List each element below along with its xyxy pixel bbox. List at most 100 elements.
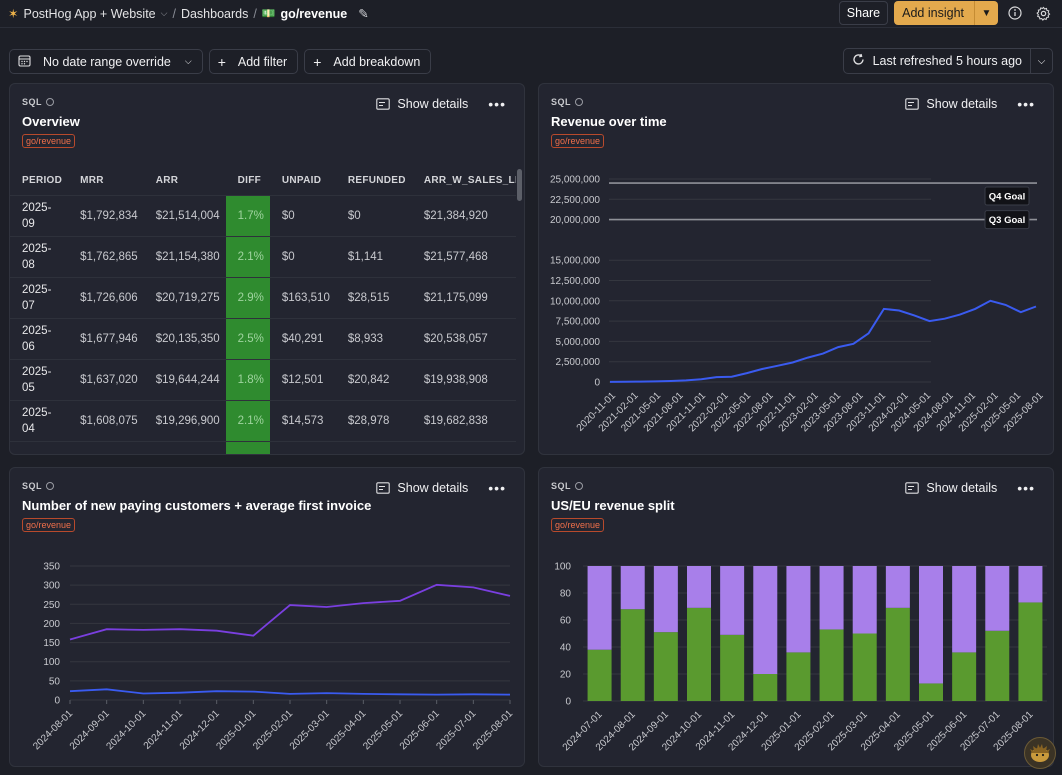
column-header[interactable]: REFUNDED bbox=[347, 174, 406, 186]
breadcrumb-project[interactable]: PostHog App + Website bbox=[23, 6, 156, 21]
y-tick-label: 20 bbox=[560, 670, 572, 681]
dashboard-tag[interactable]: go/revenue bbox=[22, 134, 76, 148]
table-cell: $1,762,865 bbox=[68, 235, 144, 277]
show-details-button[interactable]: Show details bbox=[905, 97, 997, 111]
y-tick-label: 10,000,000 bbox=[550, 296, 600, 307]
column-header[interactable]: UNPAID bbox=[281, 174, 322, 186]
bar-segment-green bbox=[653, 632, 678, 701]
split-bar-chart[interactable]: 1008060402002024-07-012024-08-012024-09-… bbox=[539, 548, 1054, 767]
card-title[interactable]: US/EU revenue split bbox=[551, 498, 675, 513]
customers-line-chart[interactable]: 3503002502001501005002024-08-012024-09-0… bbox=[10, 548, 525, 767]
series-line-2 bbox=[69, 688, 511, 696]
add-filter-button[interactable]: + Add filter bbox=[208, 49, 299, 74]
details-icon bbox=[905, 482, 920, 494]
filter-bar: No date range override ⌵ + Add filter + … bbox=[9, 49, 432, 74]
column-header[interactable]: MRR bbox=[80, 174, 104, 186]
goal-label: Q4 Goal bbox=[989, 192, 1025, 203]
table-row[interactable]: 2025-05 $1,637,020 $19,644,244 1.8% $12,501 $… bbox=[10, 358, 516, 400]
bar-segment-purple bbox=[885, 566, 910, 608]
more-icon[interactable]: ••• bbox=[1017, 480, 1035, 496]
details-icon bbox=[905, 98, 920, 110]
table-row[interactable]: 2025- bbox=[10, 440, 516, 454]
bar-segment-purple bbox=[919, 566, 943, 684]
y-tick-label: 0 bbox=[594, 378, 600, 389]
table-cell: $20,719,275 bbox=[143, 276, 226, 318]
chevron-down-icon[interactable]: ⌵ bbox=[160, 8, 168, 18]
sql-tag: SQL bbox=[551, 481, 1041, 491]
bar-segment-green bbox=[587, 649, 612, 701]
column-header[interactable]: ARR bbox=[155, 174, 179, 186]
card-title[interactable]: Overview bbox=[22, 114, 80, 129]
show-details-button[interactable]: Show details bbox=[376, 97, 468, 111]
breadcrumb-dashboards[interactable]: Dashboards bbox=[180, 6, 249, 21]
show-details-label: Show details bbox=[926, 481, 998, 495]
chevron-down-icon[interactable]: ⌵ bbox=[1030, 49, 1052, 73]
table-cell: 2025-08 bbox=[10, 235, 69, 277]
table-cell: 2025-04 bbox=[10, 399, 69, 441]
sql-tag: SQL bbox=[551, 97, 1041, 107]
chevron-down-icon[interactable]: ▼ bbox=[974, 1, 998, 25]
column-header[interactable]: ARR_W_SALES_LED bbox=[423, 174, 516, 186]
add-filter-label: Add filter bbox=[237, 54, 288, 69]
add-insight-label[interactable]: Add insight bbox=[902, 6, 964, 20]
add-breakdown-label: Add breakdown bbox=[333, 54, 421, 69]
sql-tag: SQL bbox=[22, 481, 512, 491]
bar-segment-purple bbox=[587, 566, 612, 650]
dashboard-tag[interactable]: go/revenue bbox=[551, 518, 605, 532]
plus-icon: + bbox=[217, 53, 226, 70]
edit-pencil-icon[interactable]: ✎ bbox=[358, 7, 369, 21]
table-cell: $20,538,057 bbox=[411, 317, 516, 359]
more-icon[interactable]: ••• bbox=[488, 96, 506, 112]
last-refreshed-label: Last refreshed 5 hours ago bbox=[872, 54, 1022, 68]
table-cell: $19,938,908 bbox=[411, 358, 516, 400]
show-details-button[interactable]: Show details bbox=[376, 481, 468, 495]
project-logo-icon: ✶ bbox=[8, 7, 19, 21]
table-cell: $19,644,244 bbox=[143, 358, 226, 400]
table-cell: $21,175,099 bbox=[411, 276, 516, 318]
help-hedgehog-icon[interactable] bbox=[1024, 737, 1056, 769]
card-title[interactable]: Revenue over time bbox=[551, 114, 667, 129]
add-insight-button[interactable]: Add insight ▼ bbox=[894, 1, 998, 25]
bar-segment-green bbox=[753, 674, 778, 701]
table-cell: $163,510 bbox=[269, 276, 336, 318]
table-cell bbox=[225, 440, 270, 454]
y-tick-label: 20,000,000 bbox=[550, 215, 600, 226]
table-scrollbar[interactable] bbox=[517, 169, 522, 201]
more-icon[interactable]: ••• bbox=[488, 480, 506, 496]
details-icon bbox=[376, 482, 391, 494]
bar-segment-green bbox=[852, 633, 877, 701]
show-details-button[interactable]: Show details bbox=[905, 481, 997, 495]
y-tick-label: 12,500,000 bbox=[550, 276, 600, 287]
column-header[interactable]: PERIOD bbox=[22, 174, 63, 186]
info-icon[interactable] bbox=[1004, 2, 1026, 24]
table-row[interactable]: 2025-07 $1,726,606 $20,719,275 2.9% $163,510… bbox=[10, 276, 516, 318]
dashboard-tag[interactable]: go/revenue bbox=[22, 518, 76, 532]
clock-icon bbox=[46, 482, 55, 490]
chevron-down-icon: ⌵ bbox=[184, 56, 192, 66]
top-bar: ✶ PostHog App + Website ⌵ / Dashboards /… bbox=[0, 0, 1062, 28]
table-row[interactable]: 2025-04 $1,608,075 $19,296,900 2.1% $14,573 $… bbox=[10, 399, 516, 441]
table-row[interactable]: 2025-06 $1,677,946 $20,135,350 2.5% $40,291 $… bbox=[10, 317, 516, 359]
bar-segment-purple bbox=[985, 566, 1010, 631]
more-icon[interactable]: ••• bbox=[1017, 96, 1035, 112]
share-button[interactable]: Share bbox=[838, 1, 889, 25]
column-header[interactable]: DIFF bbox=[237, 174, 262, 186]
refresh-button[interactable]: Last refreshed 5 hours ago ⌵ bbox=[842, 48, 1053, 74]
y-tick-label: 0 bbox=[54, 696, 60, 707]
table-cell: $0 bbox=[335, 194, 412, 236]
add-breakdown-button[interactable]: + Add breakdown bbox=[304, 49, 432, 74]
table-cell: $19,296,900 bbox=[143, 399, 226, 441]
table-row[interactable]: 2025-09 $1,792,834 $21,514,004 1.7% $0 $0 $21,… bbox=[10, 194, 516, 236]
show-details-label: Show details bbox=[397, 481, 469, 495]
card-title[interactable]: Number of new paying customers + average… bbox=[22, 498, 372, 513]
date-range-button[interactable]: No date range override ⌵ bbox=[9, 49, 203, 74]
bar-segment-purple bbox=[653, 566, 678, 633]
table-cell: 2025-05 bbox=[10, 358, 69, 400]
revenue-line-chart[interactable]: 25,000,000 22,500,000 20,000,000 15,000,000… bbox=[539, 164, 1054, 454]
bar-segment-purple bbox=[852, 566, 877, 634]
dashboard-tag[interactable]: go/revenue bbox=[551, 134, 605, 148]
dashboard-title[interactable]: go/revenue bbox=[280, 6, 348, 21]
bar-segment-green bbox=[885, 607, 910, 701]
table-row[interactable]: 2025-08 $1,762,865 $21,154,380 2.1% $0 $1,141… bbox=[10, 235, 516, 277]
gear-icon[interactable] bbox=[1032, 2, 1054, 24]
